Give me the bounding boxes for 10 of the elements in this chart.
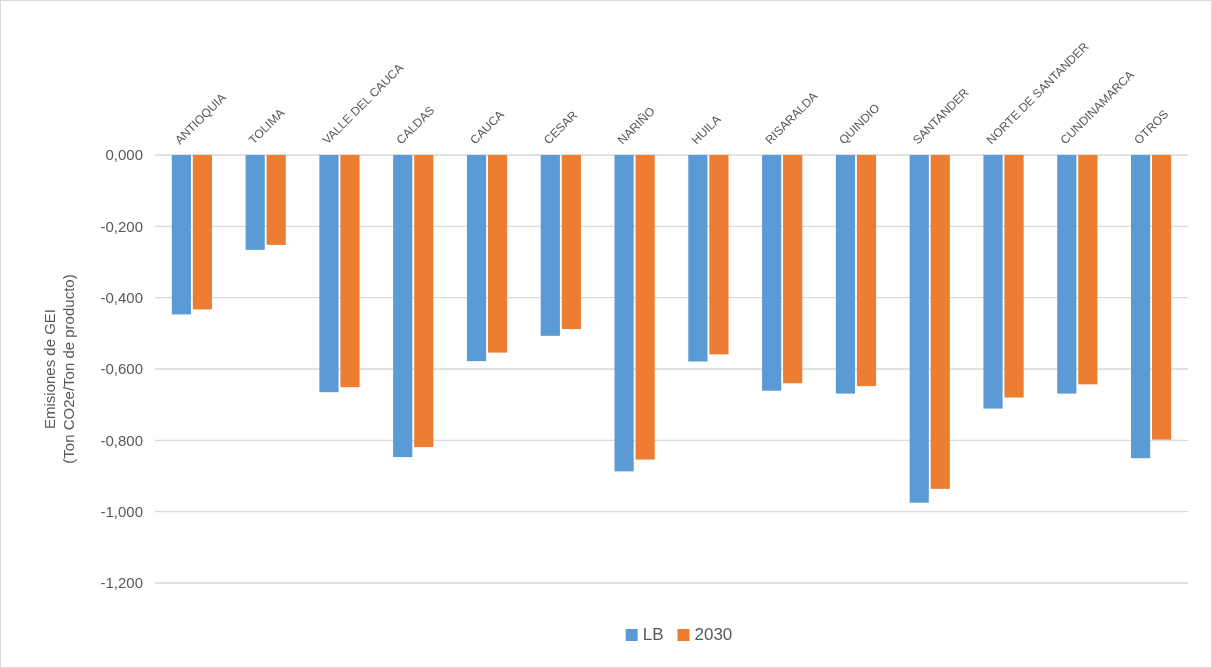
y-tick-label: 0,000 [105, 146, 143, 164]
y-tick-label: -1,200 [100, 574, 143, 592]
y-axis-title: Emisiones de GEI (Ton CO2e/Ton de producto) [41, 274, 77, 464]
y-tick-label: -0,400 [100, 288, 143, 306]
legend-label: LB [642, 625, 664, 644]
y-tick-label: -1,000 [100, 502, 143, 520]
y-tick-label: -0,200 [100, 217, 143, 235]
y-tick-label: -0,600 [100, 360, 143, 378]
legend-label: 2030 [694, 625, 733, 644]
y-tick-label: -0,800 [100, 431, 143, 449]
